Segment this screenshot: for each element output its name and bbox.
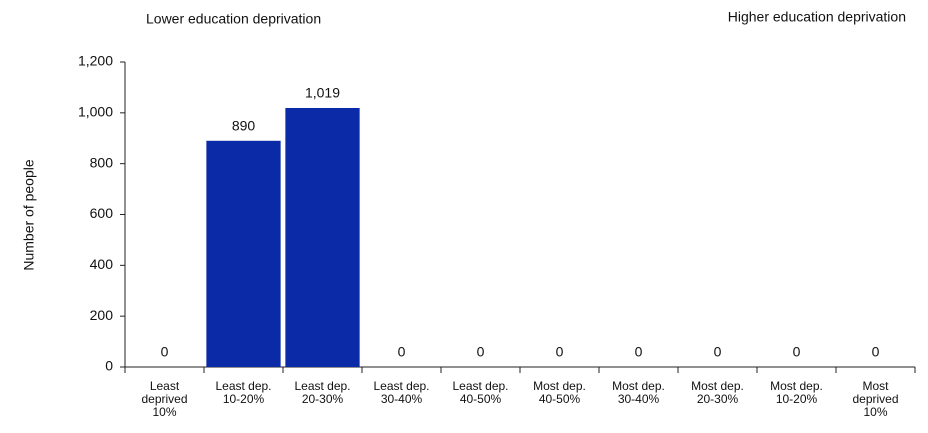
bar: [285, 108, 360, 368]
data-label: 0: [477, 344, 485, 360]
data-label: 1,019: [305, 85, 340, 101]
data-label: 0: [556, 344, 564, 360]
y-tick-label: 800: [90, 154, 114, 170]
right-annotation: Higher education deprivation: [728, 9, 906, 25]
data-label: 0: [872, 344, 880, 360]
y-tick-label: 400: [90, 256, 114, 272]
x-tick-label: Most dep. 40-50%: [533, 379, 586, 406]
y-tick-label: 0: [105, 358, 113, 374]
y-tick-label: 1,200: [78, 53, 113, 69]
y-tick-label: 200: [90, 307, 114, 323]
x-tick-label: Least dep. 40-50%: [452, 379, 508, 406]
data-label: 0: [161, 344, 169, 360]
x-tick-label: Most dep. 10-20%: [770, 379, 823, 406]
x-tick-label: Most dep. 30-40%: [612, 379, 665, 406]
x-tick-label: Most dep. 20-30%: [691, 379, 744, 406]
bar: [206, 140, 281, 367]
x-tick-label: Least deprived 10%: [141, 379, 187, 419]
x-tick-label: Least dep. 10-20%: [215, 379, 271, 406]
data-label: 890: [232, 117, 256, 133]
data-label: 0: [635, 344, 643, 360]
left-annotation: Lower education deprivation: [146, 11, 321, 27]
data-label: 0: [714, 344, 722, 360]
y-axis-label: Number of people: [21, 159, 37, 271]
data-label: 0: [398, 344, 406, 360]
y-tick-label: 1,000: [78, 104, 113, 120]
x-tick-label: Least dep. 30-40%: [373, 379, 429, 406]
data-label: 0: [793, 344, 801, 360]
x-tick-label: Most deprived 10%: [852, 379, 898, 419]
y-tick-label: 600: [90, 205, 114, 221]
x-tick-label: Least dep. 20-30%: [294, 379, 350, 406]
